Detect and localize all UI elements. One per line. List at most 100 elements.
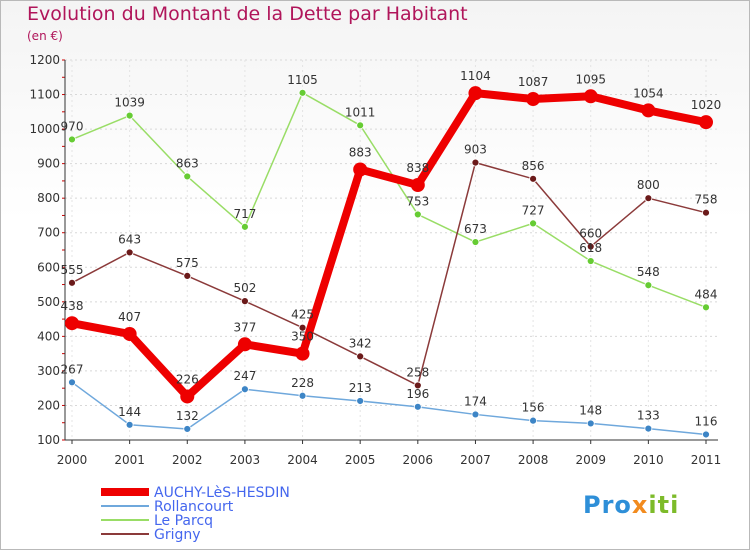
axis-layer: 100 200 300 400 500 600 700 800 900 1000 1100 1200 2… [29, 53, 721, 467]
legend-item-1: Rollancourt [101, 499, 234, 515]
data-label: 758 [695, 193, 718, 207]
data-label: 727 [522, 203, 545, 217]
data-label: 1104 [460, 69, 491, 83]
data-point [68, 378, 76, 387]
data-label: 228 [291, 376, 314, 390]
legend-label: Le Parcq [154, 513, 213, 529]
data-label: 1039 [114, 96, 145, 110]
data-label: 132 [176, 409, 199, 423]
x-tick-label: 2005 [345, 453, 376, 467]
data-label: 425 [291, 308, 314, 322]
legend-label: Rollancourt [154, 499, 234, 515]
data-label: 660 [579, 227, 602, 241]
data-point [644, 194, 653, 203]
x-tick-label: 2004 [287, 453, 318, 467]
data-point [586, 242, 595, 251]
data-label: 548 [637, 265, 660, 279]
data-point [298, 88, 307, 97]
data-label: 148 [579, 403, 602, 417]
data-point [68, 278, 76, 287]
data-label: 133 [637, 409, 660, 423]
data-label: 342 [349, 336, 372, 350]
data-point [586, 419, 595, 428]
data-label: 484 [695, 287, 718, 301]
data-label: 555 [61, 263, 84, 277]
data-label: 267 [61, 362, 84, 376]
y-tick-label: 200 [37, 398, 60, 412]
data-point [413, 402, 422, 411]
data-point [529, 174, 537, 183]
series-line [71, 161, 707, 387]
data-point [180, 389, 195, 404]
proxiti-logo: Proxiti [583, 491, 680, 519]
data-point [410, 178, 425, 193]
x-tick-label: 2006 [403, 453, 434, 467]
data-label: 350 [291, 330, 314, 344]
y-tick-label: 700 [37, 226, 60, 240]
series-line [71, 381, 707, 436]
data-point [583, 89, 598, 104]
y-tick-label: 1000 [29, 122, 60, 136]
data-point [356, 352, 365, 361]
data-point [526, 92, 541, 107]
data-label: 838 [406, 161, 429, 175]
y-tick-label: 100 [37, 433, 60, 447]
y-tick-label: 500 [37, 295, 60, 309]
x-tick-label: 2007 [460, 453, 491, 467]
data-point [644, 424, 653, 433]
y-tick-label: 1200 [29, 53, 60, 67]
data-label: 1087 [518, 75, 549, 89]
chart-title: Evolution du Montant de la Dette par Hab… [27, 3, 468, 25]
legend-item-3: Grigny [101, 527, 201, 543]
data-point [471, 410, 480, 419]
data-label: 174 [464, 394, 487, 408]
data-point [295, 346, 310, 361]
data-point [298, 391, 307, 400]
data-label: 1095 [575, 72, 606, 86]
data-label: 753 [406, 194, 429, 208]
y-tick-label: 900 [37, 157, 60, 171]
data-label: 502 [233, 281, 256, 295]
data-point [241, 385, 249, 394]
series-line [71, 92, 707, 309]
legend-label: Grigny [154, 527, 201, 543]
legend-item-0: AUCHY-LèS-HESDIN [101, 485, 290, 501]
x-tick-label: 2000 [57, 453, 88, 467]
data-label: 903 [464, 143, 487, 157]
data-point [125, 248, 134, 257]
data-point [65, 316, 79, 331]
data-point [471, 158, 480, 167]
data-label: 1011 [345, 105, 376, 119]
data-label: 1020 [691, 98, 722, 112]
data-point [702, 430, 710, 439]
x-tick-label: 2008 [518, 453, 549, 467]
data-label: 438 [61, 299, 84, 313]
data-point [644, 281, 653, 290]
data-label: 970 [61, 119, 84, 133]
data-point [183, 172, 192, 181]
data-label: 247 [233, 369, 256, 383]
chart-unit: (en €) [27, 29, 63, 43]
y-tick-label: 800 [37, 191, 60, 205]
data-label: 1054 [633, 86, 664, 100]
data-point [413, 210, 422, 219]
data-point [298, 323, 307, 332]
data-point [471, 238, 480, 246]
data-point [356, 397, 365, 405]
data-point [183, 272, 192, 280]
y-tick-label: 300 [37, 364, 60, 378]
data-label: 856 [522, 159, 545, 173]
data-point [356, 121, 365, 130]
x-tick-label: 2003 [230, 453, 261, 467]
y-tick-label: 1100 [29, 88, 60, 102]
series-0 [65, 86, 713, 404]
y-tick-label: 400 [37, 329, 60, 343]
data-point [241, 222, 249, 231]
data-point [68, 135, 76, 144]
data-point [183, 425, 192, 433]
data-label: 618 [579, 241, 602, 255]
data-label-layer: 438 407 226 377 350 883 838 1104 1087 1095 1054 102… [61, 69, 722, 428]
x-tick-label: 2002 [172, 453, 203, 467]
data-point [125, 111, 134, 120]
